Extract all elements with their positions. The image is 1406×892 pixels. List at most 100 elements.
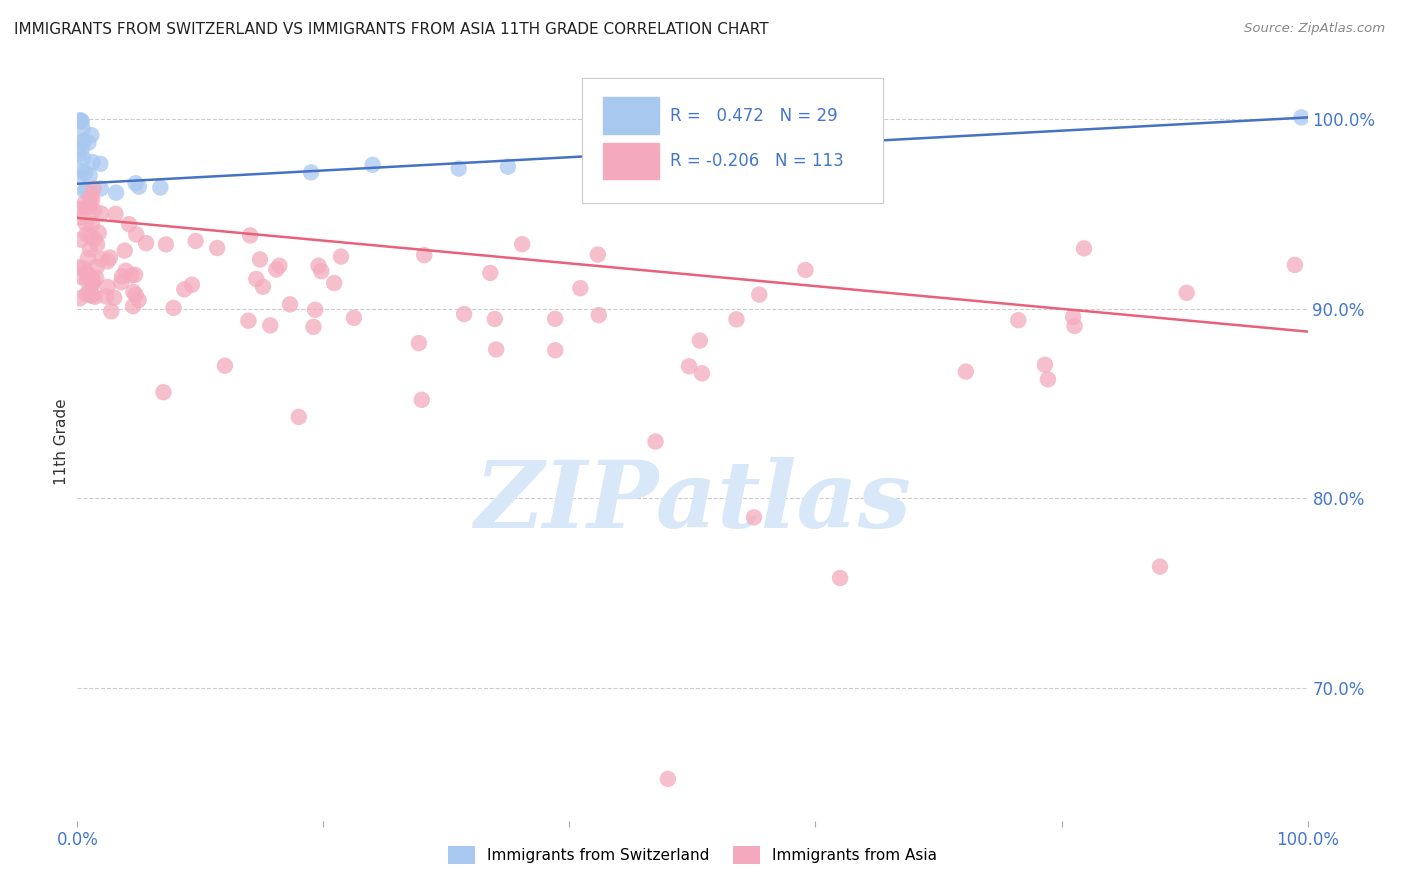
Point — [70, 164, 93, 178]
Point — [67, 147, 90, 161]
Point — [72, 135, 94, 149]
Point — [90, 206, 112, 220]
Point — [118, 217, 141, 231]
Point — [180, 277, 202, 292]
Point — [75, 266, 97, 280]
Point — [86, 237, 108, 252]
Point — [80, 218, 103, 232]
Point — [323, 276, 346, 290]
Point — [83, 203, 105, 218]
Point — [76, 267, 98, 281]
Point — [73, 184, 96, 198]
Point — [114, 244, 136, 258]
Point — [100, 304, 122, 318]
Point — [87, 226, 110, 240]
Point — [173, 282, 195, 296]
Point — [288, 409, 311, 424]
Point — [125, 227, 148, 242]
Point — [742, 510, 765, 524]
Point — [1033, 358, 1056, 372]
Point — [485, 343, 508, 357]
Point — [644, 434, 666, 449]
FancyBboxPatch shape — [582, 78, 883, 202]
Point — [479, 266, 502, 280]
Point — [453, 307, 475, 321]
Point — [245, 272, 267, 286]
Point — [308, 259, 330, 273]
Point — [98, 251, 121, 265]
Point — [1284, 258, 1306, 272]
Point — [82, 274, 104, 288]
Point — [104, 207, 127, 221]
Point — [690, 366, 713, 380]
Point — [75, 201, 97, 215]
Point — [330, 250, 353, 264]
Point — [72, 134, 94, 148]
Point — [80, 273, 103, 287]
Point — [82, 277, 104, 292]
Point — [484, 312, 506, 326]
Point — [152, 385, 174, 400]
Point — [302, 319, 325, 334]
Point — [110, 275, 132, 289]
Point — [77, 136, 100, 150]
Point — [67, 169, 90, 184]
Text: ZIPatlas: ZIPatlas — [474, 458, 911, 547]
Point — [83, 232, 105, 246]
Point — [79, 242, 101, 256]
Point — [214, 359, 236, 373]
Point — [689, 334, 711, 348]
Point — [205, 241, 228, 255]
Point — [510, 237, 533, 252]
Point — [86, 260, 108, 274]
Point — [75, 166, 97, 180]
Point — [79, 169, 101, 183]
Point — [1063, 319, 1085, 334]
Point — [311, 264, 333, 278]
Point — [794, 263, 817, 277]
Point — [269, 259, 291, 273]
Point — [90, 181, 112, 195]
Point — [586, 247, 609, 261]
Point — [447, 161, 470, 176]
Point — [76, 287, 98, 301]
Point — [249, 252, 271, 267]
Point — [411, 392, 433, 407]
Point — [76, 273, 98, 287]
Text: R =   0.472   N = 29: R = 0.472 N = 29 — [671, 106, 838, 125]
Point — [80, 189, 103, 203]
Point — [69, 292, 91, 306]
Point — [90, 252, 112, 266]
Point — [1291, 111, 1313, 125]
Point — [80, 230, 103, 244]
Point — [162, 301, 184, 315]
Point — [1007, 313, 1029, 327]
Point — [1062, 310, 1084, 324]
Point — [299, 165, 322, 179]
Point — [89, 157, 111, 171]
Point — [82, 273, 104, 287]
Point — [149, 180, 172, 194]
Point — [1036, 372, 1059, 386]
Point — [259, 318, 281, 333]
Point — [124, 268, 146, 282]
Point — [105, 186, 128, 200]
Point — [122, 299, 145, 313]
Point — [955, 365, 977, 379]
Point — [84, 271, 107, 285]
Point — [122, 285, 145, 299]
Point — [72, 261, 94, 276]
Point — [725, 312, 748, 326]
Point — [266, 262, 288, 277]
Point — [83, 181, 105, 195]
Point — [79, 194, 101, 209]
Point — [128, 293, 150, 307]
Point — [361, 158, 384, 172]
Point — [82, 155, 104, 169]
Y-axis label: 11th Grade: 11th Grade — [53, 398, 69, 485]
Point — [67, 260, 90, 275]
Point — [80, 288, 103, 302]
Point — [544, 311, 567, 326]
FancyBboxPatch shape — [603, 143, 659, 179]
Point — [588, 308, 610, 322]
